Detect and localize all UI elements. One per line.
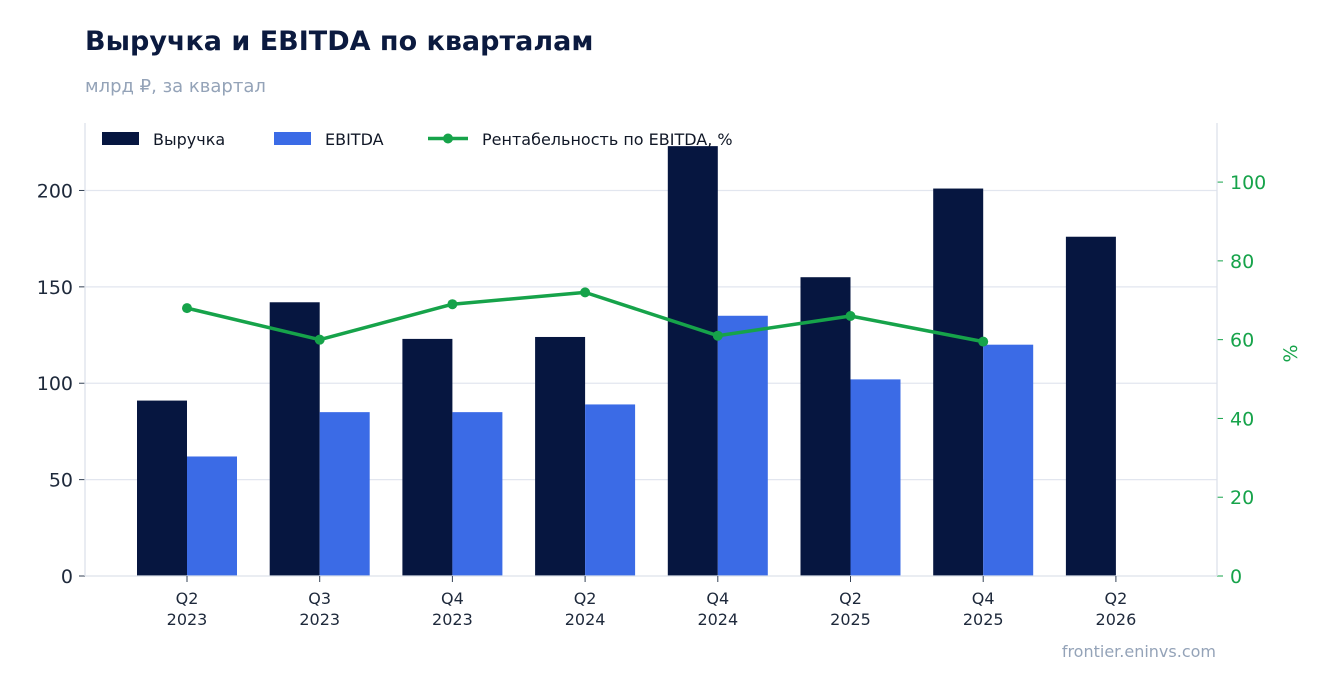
bar-revenue [800, 277, 851, 576]
y2-tick-label: 0 [1230, 566, 1242, 588]
x-tick-label-quarter: Q3 [308, 589, 331, 608]
legend-swatch-revenue [102, 132, 139, 145]
x-tick-label-quarter: Q2 [1105, 589, 1128, 608]
legend-label-revenue: Выручка [153, 130, 225, 149]
margin-point [712, 330, 723, 341]
y2-tick-label: 80 [1230, 251, 1254, 273]
margin-line-series [182, 287, 989, 347]
x-tick-label-quarter: Q4 [441, 589, 464, 608]
bar-ebitda [452, 412, 503, 576]
y-tick-label: 50 [49, 470, 73, 492]
y-tick-label: 150 [37, 277, 73, 299]
x-tick-label-quarter: Q4 [706, 589, 729, 608]
x-tick-label-year: 2023 [299, 610, 340, 629]
margin-point [845, 311, 856, 322]
legend-swatch-margin-point [443, 133, 453, 144]
bar-revenue [269, 302, 320, 576]
margin-point [580, 287, 591, 298]
axes: 0 50 100 150 200 0 20 40 60 80 100% Q2 2023 Q3 2023 Q4 2… [37, 123, 1302, 629]
grid-lines [85, 189, 1217, 481]
x-tick-label-year: 2024 [697, 610, 738, 629]
legend: Выручка EBITDA Рентабельность по EBITDA, % [102, 130, 733, 149]
margin-point [182, 303, 192, 314]
x-tick-label-quarter: Q4 [972, 589, 995, 608]
y2-tick-label: 20 [1230, 487, 1254, 509]
y-tick-label: 0 [61, 566, 73, 588]
y2-tick-label: 40 [1230, 408, 1254, 430]
chart-title: Выручка и EBITDA по кварталам [85, 26, 594, 57]
y-tick-label: 200 [37, 180, 73, 202]
bar-ebitda [319, 412, 370, 576]
legend-label-ebitda: EBITDA [325, 130, 384, 149]
x-tick-label-year: 2023 [432, 610, 473, 629]
bar-ebitda [983, 344, 1034, 576]
bar-revenue [933, 188, 984, 577]
bar-revenue [1065, 236, 1116, 576]
bar-ebitda [585, 404, 636, 576]
bar-revenue [402, 338, 453, 576]
y2-tick-label: 100 [1230, 172, 1266, 194]
y2-tick-label: 60 [1230, 330, 1254, 352]
bar-revenue [137, 400, 187, 576]
bar-series [137, 146, 1116, 577]
chart-subtitle: млрд ₽, за квартал [85, 76, 266, 97]
x-tick-label-quarter: Q2 [839, 589, 862, 608]
x-tick-label-quarter: Q2 [176, 589, 199, 608]
x-tick-label-year: 2024 [565, 610, 606, 629]
x-tick-label-year: 2023 [167, 610, 208, 629]
x-tick-label-year: 2026 [1096, 610, 1137, 629]
bar-ebitda [187, 456, 237, 576]
source-credit: frontier.eninvs.com [1061, 642, 1216, 661]
y2-axis-label: % [1280, 344, 1302, 362]
legend-label-margin: Рентабельность по EBITDA, % [482, 130, 733, 149]
y-tick-label: 100 [37, 373, 73, 395]
x-tick-label-quarter: Q2 [574, 589, 597, 608]
margin-point [447, 299, 458, 310]
bar-ebitda [717, 315, 768, 576]
bar-ebitda [850, 379, 901, 576]
bar-revenue [535, 336, 586, 576]
margin-point [314, 334, 325, 345]
x-tick-label-year: 2025 [830, 610, 871, 629]
bar-revenue [667, 146, 718, 577]
margin-point [978, 336, 989, 347]
legend-swatch-ebitda [274, 132, 311, 145]
x-tick-label-year: 2025 [963, 610, 1004, 629]
